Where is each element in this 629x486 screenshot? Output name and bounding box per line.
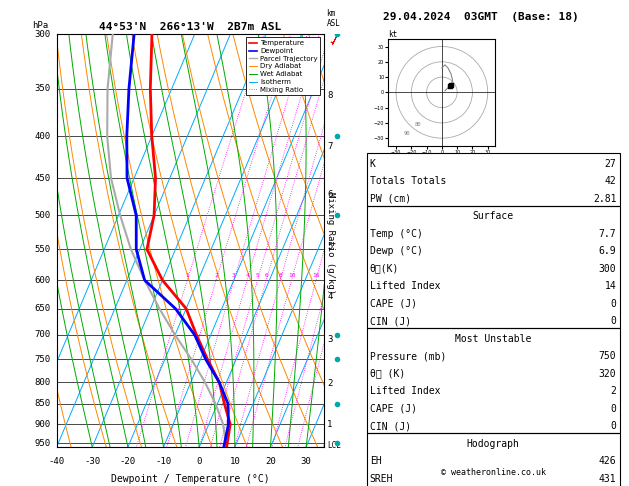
Text: 2: 2 xyxy=(214,273,218,278)
Text: EH: EH xyxy=(370,456,382,466)
Text: 950: 950 xyxy=(35,439,51,448)
Text: 4: 4 xyxy=(327,292,333,301)
Text: 320: 320 xyxy=(599,368,616,379)
Text: 6.9: 6.9 xyxy=(599,246,616,256)
Title: 44°53'N  266°13'W  2B7m ASL: 44°53'N 266°13'W 2B7m ASL xyxy=(99,22,281,32)
Text: 3: 3 xyxy=(327,335,333,345)
Text: km
ASL: km ASL xyxy=(326,9,340,28)
Point xyxy=(445,82,455,90)
Text: 700: 700 xyxy=(35,330,51,339)
Text: 7: 7 xyxy=(327,142,333,151)
Text: 0: 0 xyxy=(196,457,202,467)
Text: 300: 300 xyxy=(35,30,51,38)
Text: 3: 3 xyxy=(232,273,236,278)
Text: 350: 350 xyxy=(35,84,51,93)
Text: CAPE (J): CAPE (J) xyxy=(370,403,417,414)
Text: Mixing Ratio (g/kg): Mixing Ratio (g/kg) xyxy=(326,192,335,294)
Text: 0: 0 xyxy=(611,421,616,431)
Text: kt: kt xyxy=(389,30,398,39)
Legend: Temperature, Dewpoint, Parcel Trajectory, Dry Adiabat, Wet Adiabat, Isotherm, Mi: Temperature, Dewpoint, Parcel Trajectory… xyxy=(246,37,320,95)
Text: 2: 2 xyxy=(327,379,333,388)
Text: 7.7: 7.7 xyxy=(599,228,616,239)
Text: θᴇ (K): θᴇ (K) xyxy=(370,368,405,379)
Text: 450: 450 xyxy=(35,174,51,183)
Text: 650: 650 xyxy=(35,304,51,313)
Text: 10: 10 xyxy=(288,273,296,278)
Text: SREH: SREH xyxy=(370,473,393,484)
Text: 29.04.2024  03GMT  (Base: 18): 29.04.2024 03GMT (Base: 18) xyxy=(383,12,579,22)
Text: hPa: hPa xyxy=(33,21,48,30)
Text: Surface: Surface xyxy=(472,211,514,221)
Text: Dewp (°C): Dewp (°C) xyxy=(370,246,423,256)
Text: Totals Totals: Totals Totals xyxy=(370,176,446,186)
Text: 300: 300 xyxy=(599,263,616,274)
Text: Hodograph: Hodograph xyxy=(467,438,520,449)
Text: LCL: LCL xyxy=(327,441,341,450)
Text: Lifted Index: Lifted Index xyxy=(370,386,440,396)
Text: 14: 14 xyxy=(604,281,616,291)
Text: 0: 0 xyxy=(611,316,616,326)
Text: 6: 6 xyxy=(327,191,333,199)
Text: K: K xyxy=(370,158,376,169)
Text: -10: -10 xyxy=(155,457,172,467)
Text: 2.81: 2.81 xyxy=(593,193,616,204)
Text: CAPE (J): CAPE (J) xyxy=(370,298,417,309)
Text: 0: 0 xyxy=(611,403,616,414)
Text: © weatheronline.co.uk: © weatheronline.co.uk xyxy=(441,468,545,477)
Text: 0: 0 xyxy=(611,298,616,309)
Text: θᴇ(K): θᴇ(K) xyxy=(370,263,399,274)
Point xyxy=(446,81,456,88)
Text: 8: 8 xyxy=(279,273,282,278)
Text: 600: 600 xyxy=(35,276,51,285)
Text: 431: 431 xyxy=(599,473,616,484)
Text: 426: 426 xyxy=(599,456,616,466)
Text: Dewpoint / Temperature (°C): Dewpoint / Temperature (°C) xyxy=(111,474,270,484)
Text: CIN (J): CIN (J) xyxy=(370,421,411,431)
Text: 20: 20 xyxy=(265,457,276,467)
Text: Pressure (mb): Pressure (mb) xyxy=(370,351,446,361)
Text: 8: 8 xyxy=(327,91,333,100)
Text: 6: 6 xyxy=(264,273,268,278)
Text: 90: 90 xyxy=(404,131,410,136)
Text: 500: 500 xyxy=(35,211,51,220)
Text: 42: 42 xyxy=(604,176,616,186)
Text: PW (cm): PW (cm) xyxy=(370,193,411,204)
Text: Lifted Index: Lifted Index xyxy=(370,281,440,291)
Text: 800: 800 xyxy=(35,378,51,387)
Text: 4: 4 xyxy=(245,273,249,278)
Text: 1: 1 xyxy=(327,420,333,430)
Text: -20: -20 xyxy=(120,457,136,467)
Text: CIN (J): CIN (J) xyxy=(370,316,411,326)
Text: 16: 16 xyxy=(312,273,320,278)
Text: 750: 750 xyxy=(599,351,616,361)
Text: 400: 400 xyxy=(35,132,51,140)
Text: 5: 5 xyxy=(327,242,333,251)
Text: 2: 2 xyxy=(611,386,616,396)
Text: 30: 30 xyxy=(301,457,311,467)
Text: -40: -40 xyxy=(48,457,65,467)
Text: 80: 80 xyxy=(415,122,421,127)
Text: -30: -30 xyxy=(84,457,100,467)
Text: 900: 900 xyxy=(35,420,51,429)
Text: 10: 10 xyxy=(230,457,240,467)
Text: 750: 750 xyxy=(35,355,51,364)
Text: 550: 550 xyxy=(35,245,51,254)
Text: Temp (°C): Temp (°C) xyxy=(370,228,423,239)
Text: 27: 27 xyxy=(604,158,616,169)
Text: Most Unstable: Most Unstable xyxy=(455,333,532,344)
Text: 5: 5 xyxy=(255,273,259,278)
Text: 850: 850 xyxy=(35,399,51,408)
Text: 1: 1 xyxy=(186,273,189,278)
